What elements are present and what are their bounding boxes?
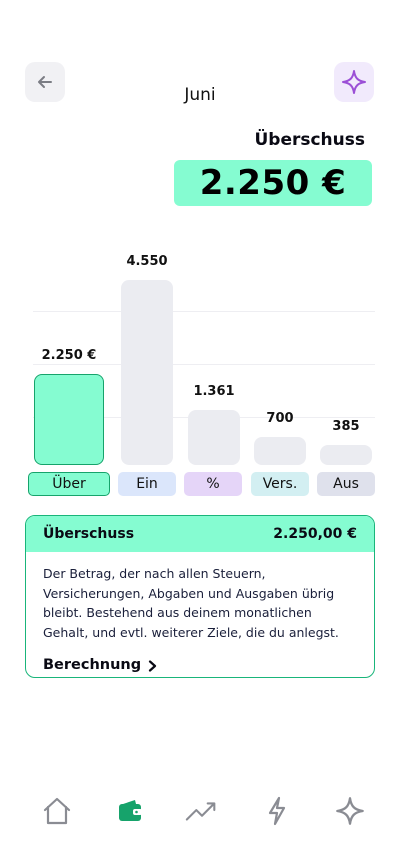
chart-value-label: 1.361 <box>193 384 235 399</box>
card-title: Überschuss <box>43 526 135 542</box>
gridline <box>33 364 375 365</box>
card-header: Überschuss 2.250,00 € <box>26 516 374 552</box>
surplus-amount: 2.250 € <box>174 160 372 206</box>
bottom-nav <box>0 780 400 840</box>
arrow-left-icon <box>38 76 52 88</box>
wallet-icon <box>119 800 142 821</box>
chart-value-label: 385 <box>332 419 360 434</box>
surplus-label: Überschuss <box>254 130 365 150</box>
chart-category-tab[interactable]: Über <box>28 472 110 496</box>
trend-up-icon <box>185 802 216 821</box>
nav-lightning[interactable] <box>259 794 295 828</box>
bar-chart: 2.250 € Über 4.550 Ein 1.361% 700 Vers. 385 Aus <box>0 230 400 510</box>
card-amount: 2.250,00 € <box>273 526 357 542</box>
sparkle-button[interactable] <box>334 62 374 102</box>
back-button[interactable] <box>25 62 65 102</box>
nav-sparkle[interactable] <box>332 794 368 828</box>
home-icon <box>43 797 71 825</box>
chart-bar-2[interactable] <box>188 410 240 465</box>
chart-category-tab[interactable]: Ein <box>118 472 176 496</box>
chart-category-tab[interactable]: Aus <box>317 472 375 496</box>
sparkle-icon <box>342 70 366 94</box>
chart-bar-3[interactable] <box>254 437 306 465</box>
chart-category-tab[interactable]: Vers. <box>251 472 309 496</box>
chart-bar-4[interactable] <box>320 445 372 465</box>
chart-value-label: 4.550 <box>126 254 168 269</box>
sparkle-icon <box>336 797 364 825</box>
card-description: Der Betrag, der nach allen Steuern, Vers… <box>43 566 339 640</box>
chart-bar-0[interactable] <box>34 374 104 465</box>
lightning-icon <box>268 796 286 826</box>
nav-trends[interactable] <box>184 794 220 828</box>
chevron-right-icon <box>149 660 157 672</box>
calculation-link[interactable]: Berechnung <box>43 656 357 676</box>
nav-wallet[interactable] <box>112 794 148 828</box>
info-card: Überschuss 2.250,00 € Der Betrag, der na… <box>25 515 375 678</box>
card-body: Der Betrag, der nach allen Steuern, Vers… <box>26 552 374 676</box>
chart-category-tab[interactable]: % <box>184 472 242 496</box>
chart-bar-1[interactable] <box>121 280 173 465</box>
calculation-link-label: Berechnung <box>43 657 142 673</box>
chart-value-label: 700 <box>266 411 294 426</box>
chart-value-label: 2.250 € <box>41 348 97 363</box>
nav-home[interactable] <box>39 794 75 828</box>
gridline <box>33 311 375 312</box>
month-title: Juni <box>184 85 216 105</box>
